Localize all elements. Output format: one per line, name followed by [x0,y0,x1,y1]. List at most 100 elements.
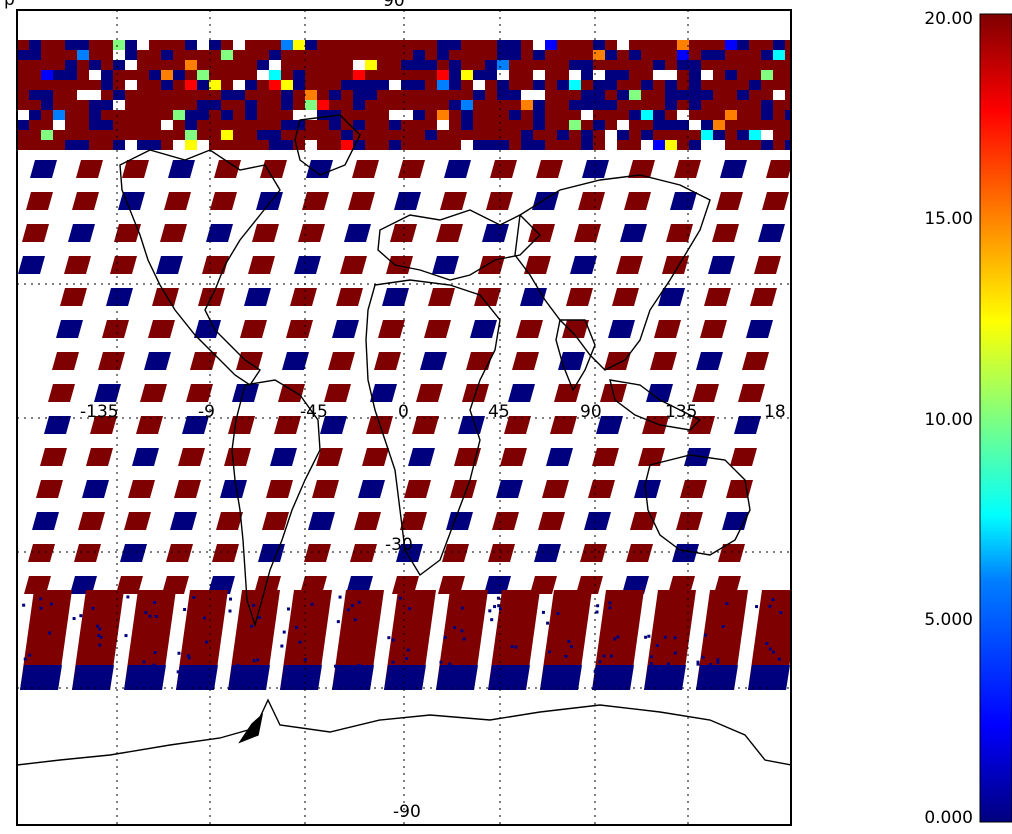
swath-cell [39,597,43,601]
swath-cell [725,110,737,120]
swath-cell [149,90,161,100]
swath-cell [174,480,201,498]
swath-cell [461,130,473,140]
swath-cell [310,602,314,606]
swath-cell [28,544,55,562]
swath-cell [197,100,209,110]
swath-cell [785,90,791,100]
swath-cell [569,100,581,110]
swath-cell [305,50,317,60]
swath-cell [161,80,173,90]
swath-cell [149,60,161,70]
swath-cell [773,90,785,100]
swath-cell [688,416,715,434]
swath-cell [689,140,701,150]
swath-cell [36,480,63,498]
swath-cell [485,60,497,70]
swath-cell [377,80,389,90]
swath-cell [305,80,317,90]
swath-cell [609,654,613,658]
swath-cell [413,110,425,120]
swath-cell [398,160,425,178]
swath-cell [137,140,149,150]
swath-cell [785,120,791,130]
swath-cell [41,60,53,70]
swath-cell [269,50,281,60]
swath-cell [582,160,609,178]
swath-cell [737,40,749,50]
swath-cell [473,120,485,130]
swath-cell [377,100,389,110]
swath-cell [761,70,773,80]
swath-cell [281,50,293,60]
swath-cell [124,512,151,530]
swath-cell [40,448,67,466]
swath-cell [677,90,689,100]
colorbar-tick-label: 15.00 [924,209,973,229]
swath-cell [197,80,209,90]
swath-cell [473,70,485,80]
swath-cell [749,40,761,50]
swath-cell [244,288,271,306]
swath-cell [581,40,593,50]
swath-cell [125,70,137,80]
swath-cell [401,130,413,140]
swath-cell [221,50,233,60]
swath-cell [578,192,605,210]
swath-cell [725,70,737,80]
swath-cell [149,130,161,140]
swath-cell [677,40,689,50]
swath-cell [665,120,677,130]
swath-cell [593,40,605,50]
swath-cell [605,90,617,100]
swath-cell [644,635,648,639]
swath-cell [737,140,749,150]
swath-cell [737,100,749,110]
swath-cell [257,40,269,50]
swath-cell [60,288,87,306]
swath-cell [185,120,197,130]
swath-cell [550,416,577,434]
lat-label-bottom: -90 [393,802,421,822]
swath-cell [473,100,485,110]
swath-cell [437,80,449,90]
swath-cell [64,256,91,274]
swath-cell [437,50,449,60]
swath-cell [389,50,401,60]
swath-cell [389,120,401,130]
swath-cell [329,130,341,140]
swath-cell [416,384,443,402]
swath-cell [749,50,761,60]
swath-cell [785,70,791,80]
swath-cell [142,660,146,664]
swath-cell [540,665,582,690]
swath-cell [545,40,557,50]
swath-cell [755,605,759,609]
swath-cell [293,110,305,120]
swath-cell [460,606,464,610]
swath-cell [257,140,269,150]
swath-cell [474,288,501,306]
swath-cell [106,288,133,306]
swath-cell [176,670,180,674]
swath-cell [713,100,725,110]
swath-cell [113,60,125,70]
swath-cell [185,110,197,120]
swath-cell [617,40,629,50]
swath-cell [638,448,665,466]
swath-cell [197,60,209,70]
swath-cell [533,90,545,100]
swath-cell [713,40,725,50]
swath-cell [605,100,617,110]
swath-cell [336,288,363,306]
swath-cell [566,677,570,681]
swath-cell [89,100,101,110]
swath-cell [785,140,791,150]
swath-cell [305,70,317,80]
swath-cell [470,320,497,338]
swath-cell [533,50,545,60]
swath-cell [413,40,425,50]
swath-cell [692,384,719,402]
swath-cell [233,70,245,80]
swath-cell [713,70,725,80]
